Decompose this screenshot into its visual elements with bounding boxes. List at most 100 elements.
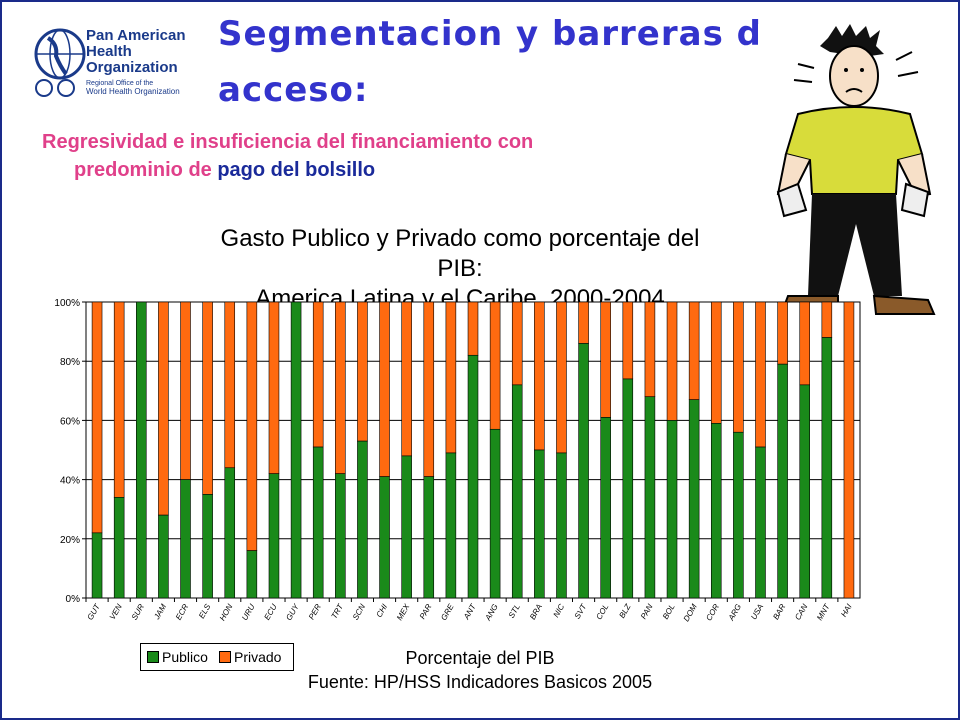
org-line-1: Pan American	[86, 27, 186, 44]
bar-publico	[777, 363, 788, 599]
bar-privado	[821, 301, 833, 338]
bar-publico	[622, 378, 634, 599]
empty-pockets-cartoon	[758, 24, 958, 320]
bar-privado	[777, 301, 788, 365]
x-tick-label: MEX	[395, 602, 412, 622]
x-tick-label: ELS	[197, 602, 213, 620]
bar-privado	[600, 301, 611, 418]
subtitle-text: predominio de	[74, 159, 218, 181]
bar-publico	[335, 473, 346, 599]
org-line-3: Organization	[86, 59, 178, 76]
bar-publico	[644, 396, 656, 599]
x-tick-label: GUT	[86, 602, 103, 622]
bar-publico	[578, 343, 589, 599]
bar-publico	[666, 420, 678, 599]
bar-publico	[290, 301, 302, 599]
bar-publico	[113, 497, 125, 599]
bar-privado	[556, 301, 567, 454]
bar-privado	[755, 301, 766, 448]
x-tick-label: PER	[307, 602, 323, 621]
y-tick-label: 80%	[60, 357, 80, 368]
bar-publico	[268, 473, 280, 599]
bar-publico	[91, 532, 103, 599]
bar-privado	[666, 301, 678, 421]
org-line-2: Health	[86, 43, 132, 60]
x-tick-label: URU	[240, 602, 257, 622]
bar-publico	[755, 446, 766, 599]
bar-privado	[312, 301, 324, 448]
y-tick-label: 60%	[60, 416, 80, 427]
bar-publico	[379, 476, 390, 599]
x-tick-label: ARG	[726, 603, 743, 623]
x-tick-label: ECR	[174, 602, 190, 621]
paho-logo	[30, 22, 210, 102]
x-tick-label: GRE	[439, 602, 456, 622]
x-tick-label: TRT	[330, 602, 346, 621]
bar-publico	[136, 301, 147, 599]
bar-publico	[445, 452, 457, 599]
title-line-1: Segmentacion y barreras de	[218, 14, 787, 54]
bar-privado	[578, 301, 589, 344]
bar-privado	[511, 301, 523, 386]
bar-privado	[357, 301, 368, 442]
legend-swatch-privado	[219, 651, 231, 663]
y-tick-label: 0%	[66, 594, 81, 605]
bar-privado	[534, 301, 545, 451]
x-tick-label: VEN	[108, 602, 124, 621]
x-tick-label: PAR	[418, 602, 434, 620]
legend-item-publico: Publico	[147, 649, 208, 665]
bar-privado	[843, 301, 855, 599]
bar-privado	[202, 301, 213, 495]
x-tick-label: ANT	[461, 602, 478, 622]
bar-publico	[224, 467, 236, 599]
bar-publico	[423, 476, 435, 599]
bar-privado	[268, 301, 280, 474]
bar-privado	[445, 301, 457, 454]
chart-x-axis-label: Porcentaje del PIB	[405, 648, 555, 668]
chart-title-line-1: Gasto Publico y Privado como porcentaje …	[220, 225, 700, 282]
page-subtitle: Regresividad e insuficiencia del financi…	[42, 128, 742, 184]
x-tick-label: COL	[594, 603, 610, 622]
x-tick-label: MNT	[815, 602, 832, 622]
x-tick-label: BOL	[661, 603, 677, 621]
x-tick-label: SUR	[130, 602, 146, 621]
bar-publico	[401, 455, 412, 599]
x-tick-label: HON	[218, 602, 235, 622]
title-line-2: acceso:	[218, 70, 369, 110]
bar-publico	[556, 452, 567, 599]
legend-label-publico: Publico	[162, 649, 208, 665]
bar-publico	[733, 431, 744, 599]
x-tick-label: ECU	[262, 602, 278, 621]
bar-privado	[688, 301, 700, 400]
org-name: Pan American Health Organization	[86, 28, 186, 76]
x-tick-label: STL	[507, 603, 522, 620]
bar-publico	[799, 384, 810, 599]
bar-publico	[534, 449, 545, 599]
bar-privado	[158, 301, 169, 516]
chart-legend: Publico Privado	[140, 643, 294, 671]
globe-icon	[34, 28, 86, 97]
subtitle-line-2: predominio de pago del bolsillo	[42, 156, 742, 184]
bar-publico	[246, 550, 258, 599]
bar-publico	[312, 446, 324, 599]
bar-privado	[91, 301, 103, 534]
bar-privado	[246, 301, 258, 551]
bar-publico	[202, 494, 213, 599]
x-tick-label: BLZ	[617, 602, 633, 620]
bar-privado	[335, 301, 346, 474]
bar-privado	[467, 301, 479, 356]
x-tick-label: CHI	[375, 602, 390, 619]
bar-publico	[158, 514, 169, 599]
bar-publico	[600, 417, 611, 599]
bar-publico	[489, 428, 501, 599]
bar-publico	[710, 423, 722, 599]
bar-privado	[710, 301, 722, 424]
bar-publico	[467, 354, 479, 599]
bar-privado	[180, 301, 191, 480]
empty-pockets-icon	[776, 24, 936, 315]
bar-publico	[688, 399, 700, 599]
x-tick-label: CAN	[793, 602, 809, 621]
legend-swatch-publico	[147, 651, 159, 663]
